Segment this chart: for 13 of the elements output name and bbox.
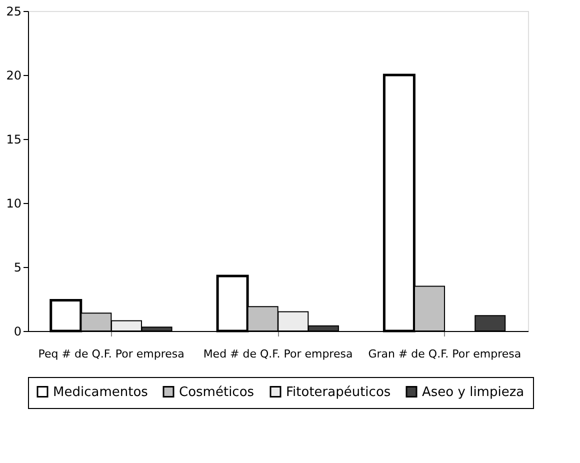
x-tick-label: Med # de Q.F. Por empresa (203, 348, 353, 360)
y-tick-label: 15 (6, 132, 22, 146)
y-tick-label: 10 (6, 196, 22, 210)
x-tick-label: Gran # de Q.F. Por empresa (368, 348, 522, 360)
y-tick-label: 0 (14, 324, 22, 338)
y-tick-label: 20 (6, 68, 22, 82)
legend-label: Cosméticos (179, 384, 254, 400)
legend-label: Fitoterapéuticos (286, 384, 391, 400)
x-tick-label: Peq # de Q.F. Por empresa (38, 348, 184, 360)
legend-label: Medicamentos (53, 384, 148, 400)
y-tick-label: 5 (14, 260, 22, 274)
y-tick-label: 25 (6, 4, 22, 18)
legend-label: Aseo y limpieza (422, 384, 524, 400)
